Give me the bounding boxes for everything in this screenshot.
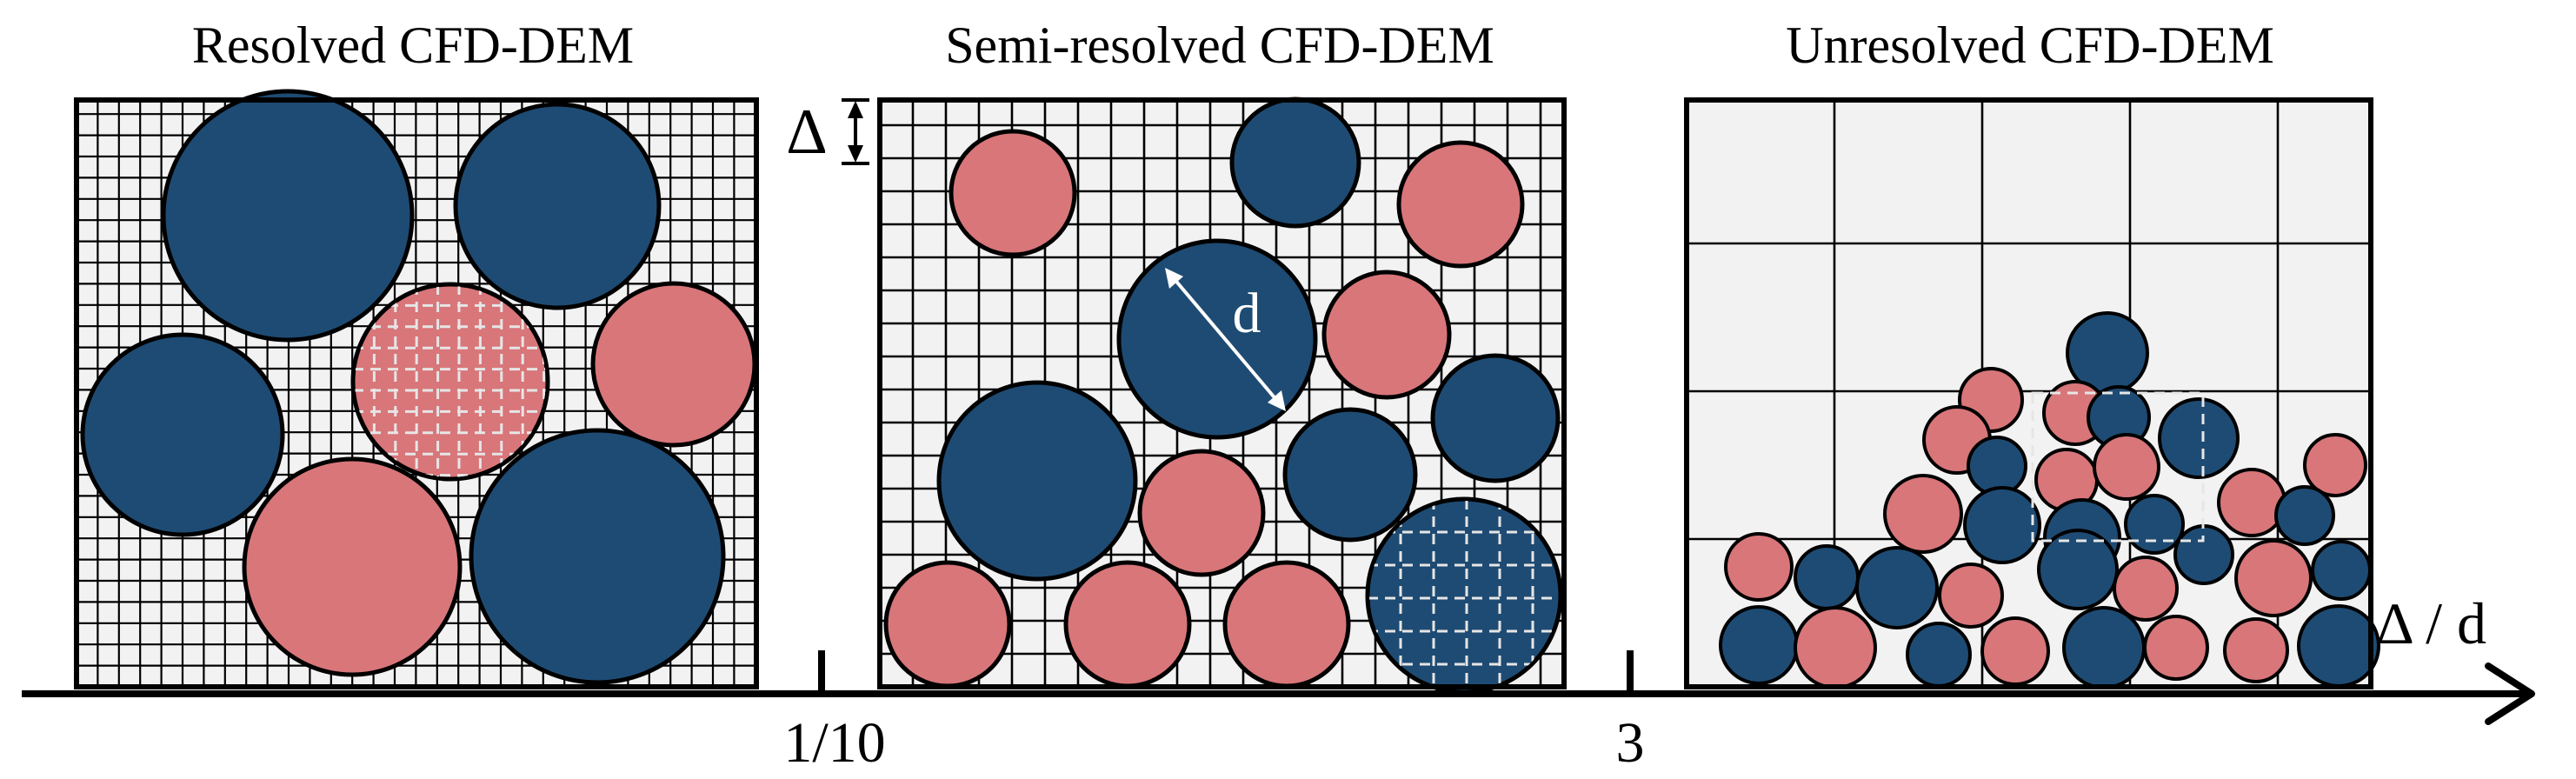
particle-blue [1719,605,1799,685]
particles [80,89,757,685]
particle-pink [1980,616,2050,686]
resolved-panel [74,89,759,689]
diameter-label: d [1233,282,1261,345]
particle-pink [883,560,1012,689]
particle-pink [1063,560,1192,689]
delta-over-d-axis [22,650,2535,725]
particle-pink [1137,449,1266,577]
particle-blue [2173,524,2234,585]
panel-title-unresolved: Unresolved CFD-DEM [1786,17,2274,74]
particle-pink [1724,532,1794,602]
particle-blue [1116,238,1318,440]
particle-blue [2311,540,2372,601]
particle-pink [2113,556,2179,622]
particle-blue [1906,622,1972,688]
particle-pink [242,456,463,677]
diameter-arrow [1167,270,1284,409]
particle-pink [590,281,757,448]
particle-pink [949,129,1077,257]
particle-blue [1282,407,1418,543]
panel-border [877,97,1567,689]
semi-resolved-panel: d [877,97,1567,695]
coarse-mesh-overlay [1369,501,1559,690]
cell-size-label: Δ [786,97,828,168]
particle-pink [350,282,550,482]
particle-blue [1855,546,1939,629]
particle-pink [1883,474,1963,554]
particle-pink [1938,563,2004,629]
particle-blue [1963,486,2041,564]
particle-blue [80,332,285,537]
particle-blue [161,89,415,343]
particle-blue [1794,544,1860,610]
panel-border [74,97,759,689]
axis-label: Δ / d [2376,590,2486,656]
particle-blue [2297,604,2380,688]
particle-blue [1229,97,1361,229]
cell-size-indicator [842,98,869,165]
particle-pink [2234,539,2313,617]
particle-pink [2093,433,2160,501]
particle-pink [2217,468,2286,537]
particle-blue [1430,353,1561,483]
unresolved-panel [1684,97,2380,689]
particle-blue [2037,529,2119,610]
particle-blue [2158,397,2240,479]
particle-blue [2124,494,2185,555]
axis-tick-label-3: 3 [1616,711,1645,775]
particle-pink [2223,617,2289,683]
particle-blue [1967,436,2027,496]
fluid-cell-highlight [2031,391,2205,543]
particle-pink [1794,606,1877,689]
particle-pink [2303,433,2367,497]
particle-blue [936,380,1138,582]
particle-blue [2062,606,2146,689]
panel-title-semi-resolved: Semi-resolved CFD-DEM [945,17,1494,74]
panel-border [1684,97,2373,689]
particle-blue [2274,485,2335,546]
particles [883,97,1563,695]
particle-pink [2143,615,2209,681]
axis-tick-label-1-10: 1/10 [783,711,885,775]
particle-pink [1396,140,1525,269]
particle-pink [1222,560,1351,689]
panel-title-resolved: Resolved CFD-DEM [192,17,634,74]
particle-pink [1321,270,1452,400]
particle-blue [469,428,726,685]
particles [1719,311,2380,689]
particle-blue [453,102,662,310]
